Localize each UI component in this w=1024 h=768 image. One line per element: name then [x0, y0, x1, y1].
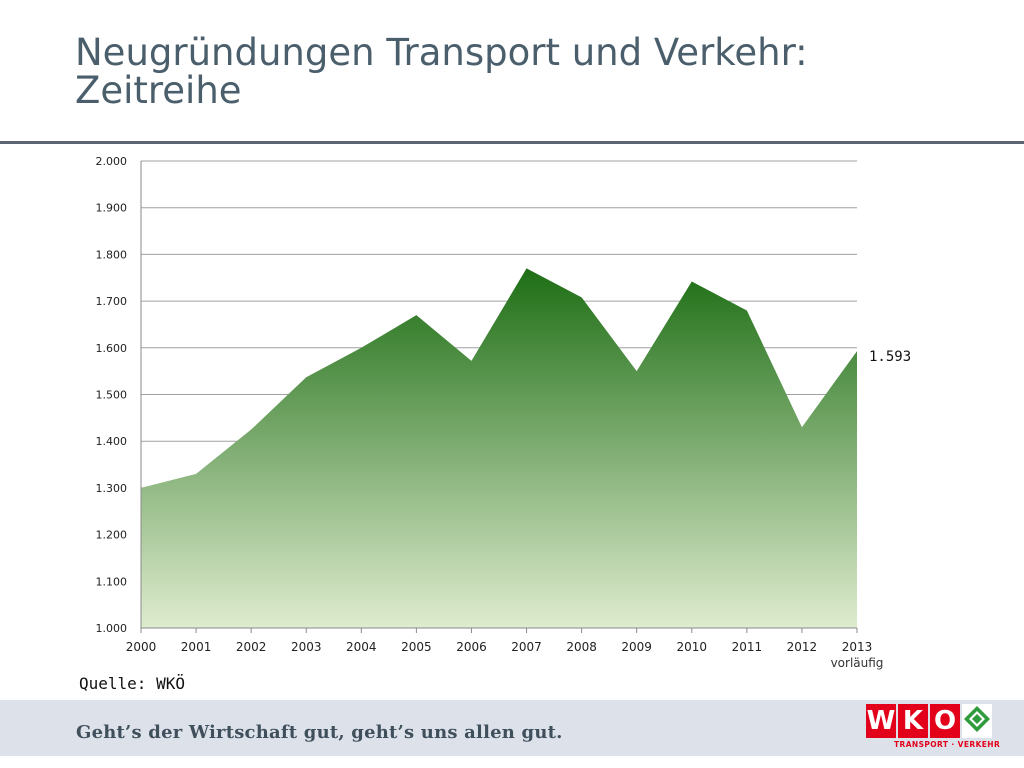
x-tick-label: 2013: [842, 640, 873, 654]
page-title-line-1: Neugründungen Transport und Verkehr:: [75, 31, 808, 74]
source-note: Quelle: WKÖ: [79, 674, 185, 693]
wko-logo: W K O TRANSPORT · VERKEHR: [866, 704, 1001, 750]
area-chart: 1.000 1.100 1.200 1.300 1.400 1.500 1.600 1.700…: [96, 155, 912, 670]
logo-letter-o: O: [930, 704, 960, 738]
x-tick-label: 2001: [181, 640, 212, 654]
x-tick-label: 2006: [456, 640, 487, 654]
footer-bar: [0, 700, 1024, 756]
y-tick-label: 1.600: [96, 342, 128, 355]
logo-letters: W K O: [866, 704, 962, 738]
footer-slogan: Geht’s der Wirtschaft gut, geht’s uns al…: [76, 722, 563, 743]
y-tick-label: 1.300: [96, 482, 128, 495]
x-tick-label: 2003: [291, 640, 322, 654]
y-tick-label: 1.200: [96, 529, 128, 542]
y-axis-ticks: 1.000 1.100 1.200 1.300 1.400 1.500 1.600 1.700…: [96, 155, 128, 635]
y-tick-label: 1.100: [96, 575, 128, 588]
x-tick-label: 2005: [401, 640, 432, 654]
x-tick-label: 2007: [511, 640, 542, 654]
x-tick-label: 2011: [732, 640, 763, 654]
page-title-line-2: Zeitreihe: [75, 69, 242, 112]
y-tick-label: 1.900: [96, 202, 128, 215]
x-tick-label: 2002: [236, 640, 267, 654]
x-tick-label: 2000: [126, 640, 157, 654]
x-tick-label: 2008: [566, 640, 597, 654]
logo-letter-k: K: [898, 704, 928, 738]
y-tick-label: 1.400: [96, 435, 128, 448]
x-tick-label: 2009: [621, 640, 652, 654]
logo-emblem-icon: [962, 704, 992, 738]
page-title: Neugründungen Transport und Verkehr: Zei…: [75, 34, 975, 110]
logo-subtitle: TRANSPORT · VERKEHR: [894, 740, 1001, 749]
y-tick-label: 1.800: [96, 248, 128, 261]
x-tick-label: 2010: [676, 640, 707, 654]
last-value-label: 1.593: [869, 349, 911, 365]
area-series: [141, 268, 857, 628]
x-axis-ticks: 2000 2001 2002 2003 2004 2005 2006 2007 2008 2009…: [126, 628, 873, 654]
y-tick-label: 2.000: [96, 155, 128, 168]
y-tick-label: 1.700: [96, 295, 128, 308]
logo-letter-w: W: [866, 704, 896, 738]
y-tick-label: 1.500: [96, 389, 128, 402]
title-divider: [0, 141, 1024, 144]
y-tick-label: 1.000: [96, 622, 128, 635]
x-tick-label: 2004: [346, 640, 377, 654]
x-tick-label: 2012: [787, 640, 818, 654]
preliminary-note: vorläufig: [831, 656, 884, 670]
